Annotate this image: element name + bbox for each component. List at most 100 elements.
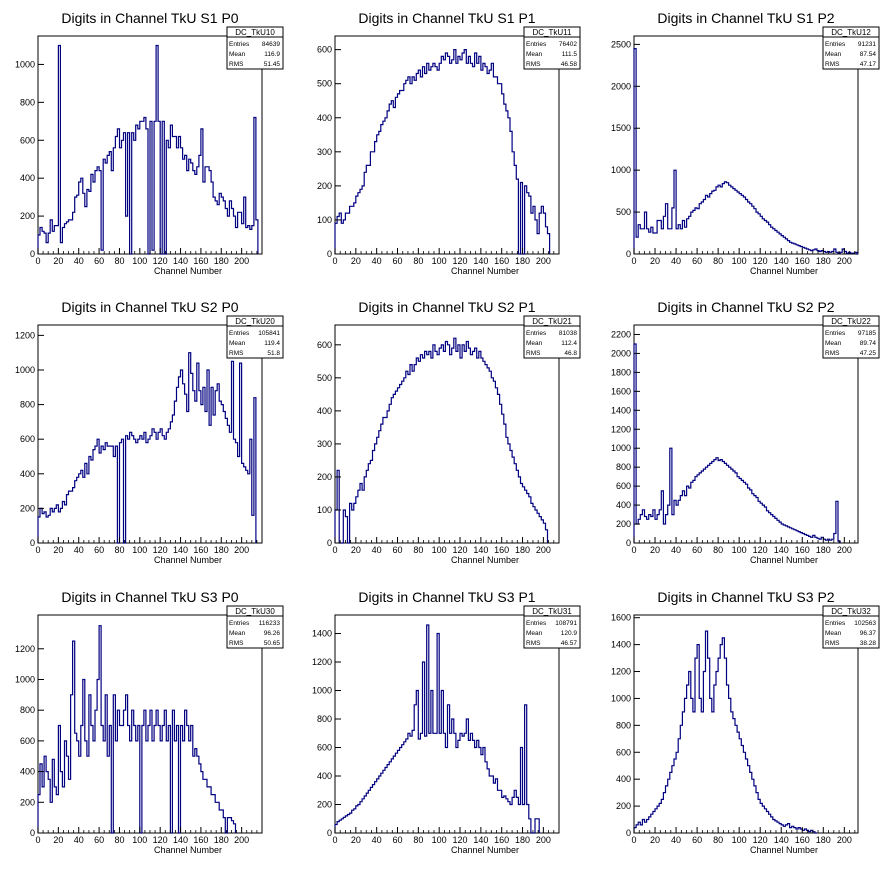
histogram-panel: Digits in Channel TkU S2 P2 0 20 40 60 80 100 1… xyxy=(611,299,880,565)
chart-title: Digits in Channel TkU S1 P0 xyxy=(61,10,238,26)
x-tick-label: 20 xyxy=(53,835,63,845)
stats-name: DC_TkU30 xyxy=(235,607,275,616)
stats-label: RMS xyxy=(825,640,840,647)
y-tick-label: 0 xyxy=(626,249,631,259)
stats-value: 116.9 xyxy=(264,51,280,58)
x-axis-label: Channel Number xyxy=(451,266,519,276)
y-tick-label: 0 xyxy=(626,828,631,838)
stats-label: RMS xyxy=(526,61,541,68)
y-tick-label: 1200 xyxy=(15,644,35,654)
histogram-series xyxy=(633,630,817,834)
x-tick-label: 0 xyxy=(35,545,40,555)
stats-label: Mean xyxy=(825,630,842,637)
stats-label: Entries xyxy=(526,41,547,48)
stats-label: Entries xyxy=(229,41,250,48)
stats-box xyxy=(523,605,581,649)
x-tick-label: 40 xyxy=(372,545,382,555)
x-tick-label: 0 xyxy=(631,835,636,845)
y-tick-label: 400 xyxy=(317,771,332,781)
stats-value: 112.4 xyxy=(561,340,577,347)
histogram-series xyxy=(334,624,540,834)
histogram-panel: Digits in Channel TkU S2 P1 0 20 40 60 80 100 1… xyxy=(317,299,581,565)
y-tick-label: 400 xyxy=(616,774,631,784)
y-tick-label: 0 xyxy=(626,538,631,548)
x-tick-label: 120 xyxy=(753,835,768,845)
y-tick-label: 1000 xyxy=(15,674,35,684)
stats-value: 76402 xyxy=(559,41,577,48)
x-tick-label: 100 xyxy=(732,256,747,266)
y-tick-label: 0 xyxy=(327,828,332,838)
y-tick-label: 400 xyxy=(616,500,631,510)
x-tick-label: 180 xyxy=(515,545,530,555)
x-tick-label: 180 xyxy=(816,256,831,266)
x-tick-label: 20 xyxy=(650,835,660,845)
x-tick-label: 40 xyxy=(671,835,681,845)
stats-value: 89.74 xyxy=(860,340,877,347)
histogram-series xyxy=(334,337,549,544)
x-tick-label: 20 xyxy=(351,835,361,845)
x-tick-label: 100 xyxy=(432,256,447,266)
stats-label: Entries xyxy=(229,330,250,337)
x-tick-label: 120 xyxy=(453,256,468,266)
chart-title: Digits in Channel TkU S2 P0 xyxy=(61,299,238,315)
y-tick-label: 500 xyxy=(616,207,631,217)
chart-title: Digits in Channel TkU S3 P2 xyxy=(657,589,834,605)
x-tick-label: 180 xyxy=(816,835,831,845)
stats-name: DC_TkU32 xyxy=(831,607,871,616)
x-tick-label: 80 xyxy=(114,545,124,555)
stats-label: Mean xyxy=(526,340,543,347)
x-tick-label: 100 xyxy=(132,256,147,266)
y-tick-label: 600 xyxy=(317,45,332,55)
y-tick-label: 0 xyxy=(327,249,332,259)
stats-box xyxy=(822,26,880,70)
x-tick-label: 180 xyxy=(214,545,229,555)
stats-label: Mean xyxy=(526,630,543,637)
stats-value: 81038 xyxy=(559,330,577,337)
y-tick-label: 400 xyxy=(317,406,332,416)
y-tick-label: 200 xyxy=(20,211,35,221)
stats-box xyxy=(226,26,284,70)
stats-box xyxy=(226,315,284,359)
x-tick-label: 140 xyxy=(173,545,188,555)
y-tick-label: 0 xyxy=(30,828,35,838)
y-tick-label: 200 xyxy=(317,800,332,810)
x-tick-label: 160 xyxy=(494,545,509,555)
y-tick-label: 1000 xyxy=(15,365,35,375)
histogram-series xyxy=(334,49,551,255)
stats-box xyxy=(822,315,880,359)
x-tick-label: 140 xyxy=(774,835,789,845)
x-tick-label: 160 xyxy=(494,835,509,845)
x-tick-label: 120 xyxy=(153,545,168,555)
x-tick-label: 120 xyxy=(153,256,168,266)
x-tick-label: 0 xyxy=(332,256,337,266)
y-tick-label: 1600 xyxy=(611,613,631,623)
x-tick-label: 60 xyxy=(393,256,403,266)
chart-title: Digits in Channel TkU S2 P2 xyxy=(657,299,834,315)
x-tick-label: 40 xyxy=(372,256,382,266)
x-tick-label: 0 xyxy=(332,835,337,845)
x-tick-label: 200 xyxy=(837,545,852,555)
stats-box xyxy=(523,315,581,359)
y-tick-label: 0 xyxy=(30,249,35,259)
stats-value: 119.4 xyxy=(264,340,280,347)
y-tick-label: 300 xyxy=(317,439,332,449)
x-tick-label: 180 xyxy=(515,256,530,266)
x-tick-label: 200 xyxy=(234,835,249,845)
y-tick-label: 1400 xyxy=(312,629,332,639)
y-tick-label: 1500 xyxy=(611,123,631,133)
y-tick-label: 500 xyxy=(317,79,332,89)
y-tick-label: 1200 xyxy=(15,330,35,340)
chart-title: Digits in Channel TkU S3 P1 xyxy=(358,589,535,605)
x-tick-label: 20 xyxy=(650,256,660,266)
x-tick-label: 140 xyxy=(173,835,188,845)
histogram-panel: Digits in Channel TkU S1 P0 0 20 40 60 80 100 1… xyxy=(15,10,284,276)
stats-label: Mean xyxy=(229,340,246,347)
y-tick-label: 200 xyxy=(317,181,332,191)
x-tick-label: 80 xyxy=(114,256,124,266)
histogram-series xyxy=(633,48,858,255)
stats-label: RMS xyxy=(526,350,541,357)
stats-name: DC_TkU10 xyxy=(235,28,275,37)
stats-box xyxy=(523,26,581,70)
stats-label: RMS xyxy=(825,61,840,68)
y-tick-label: 600 xyxy=(317,743,332,753)
